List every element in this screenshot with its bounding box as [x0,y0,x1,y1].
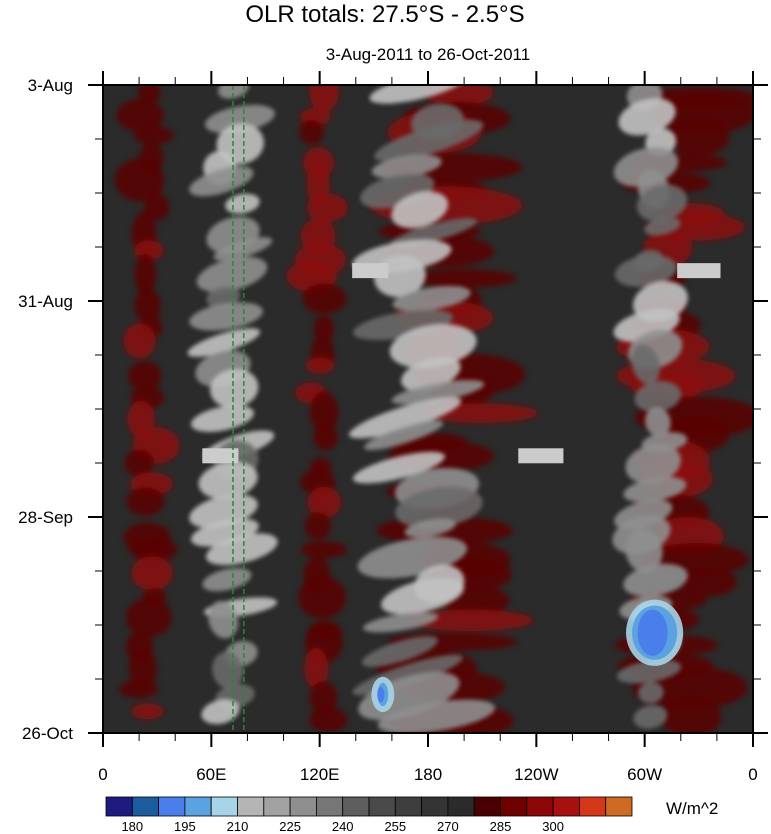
feature-0 [114,85,180,720]
missing-data-3 [518,448,564,464]
colorbar-label-0: 180 [121,819,143,834]
colorbar-box-8 [315,796,344,817]
colorbar-box-15 [500,796,528,817]
colorbar-label-1: 195 [174,819,196,834]
colorbar-box-4 [210,796,238,817]
colorbar-box-2 [158,796,186,817]
x-axis: 0 60E 120E 180 120W 60W 0 [98,71,758,784]
plot-area [103,85,753,733]
colorbar-box-0 [105,796,133,817]
colorbar-label-5: 255 [384,819,406,834]
colorbar-box-9 [342,796,370,817]
feature-core-7 [637,609,668,656]
y-tick-label-3: 26-Oct [22,724,73,743]
x-tick-label-1: 60E [196,765,226,784]
colorbar-label-8: 300 [542,819,564,834]
colorbar-box-3 [184,796,212,817]
feature-5 [349,85,496,733]
x-tick-label-3: 180 [414,765,442,784]
chart-subtitle: 3-Aug-2011 to 26-Oct-2011 [326,45,530,64]
x-tick-label-4: 120W [514,765,558,784]
missing-data-0 [352,263,389,279]
colorbar-box-19 [605,796,633,817]
colorbar-label-2: 210 [227,819,249,834]
colorbar-box-10 [368,796,396,817]
colorbar-label-7: 285 [490,819,512,834]
colorbar-label-6: 270 [437,819,459,834]
y-tick-label-0: 3-Aug [28,76,73,95]
y-tick-label-1: 31-Aug [18,292,73,311]
chart-title: OLR totals: 27.5°S - 2.5°S [245,1,524,28]
colorbar-unit-label: W/m^2 [666,799,718,818]
colorbar-box-7 [289,796,317,817]
colorbar-box-6 [263,796,291,817]
colorbar-box-16 [526,796,554,817]
colorbar-box-5 [237,796,265,817]
colorbar-box-18 [579,796,607,817]
x-tick-label-2: 120E [300,765,340,784]
colorbar: 180 195 210 225 240 255 270 285 300 [105,796,633,834]
colorbar-box-11 [394,796,422,817]
y-axis: 3-Aug 31-Aug 28-Sep 26-Oct [18,76,768,743]
feature-core-8 [377,686,385,703]
colorbar-box-1 [131,796,160,817]
colorbar-label-3: 225 [279,819,301,834]
colorbar-box-17 [552,796,580,817]
missing-data-2 [202,448,239,464]
colorbar-box-13 [447,796,475,817]
colorbar-box-12 [421,796,449,817]
feature-1 [286,85,348,733]
x-tick-label-0: 0 [98,765,107,784]
colorbar-label-4: 240 [332,819,354,834]
colorbar-box-14 [473,796,501,817]
x-tick-label-6: 0 [748,765,757,784]
y-tick-label-2: 28-Sep [18,508,73,527]
x-tick-label-5: 60W [627,765,662,784]
missing-data-1 [677,263,721,279]
